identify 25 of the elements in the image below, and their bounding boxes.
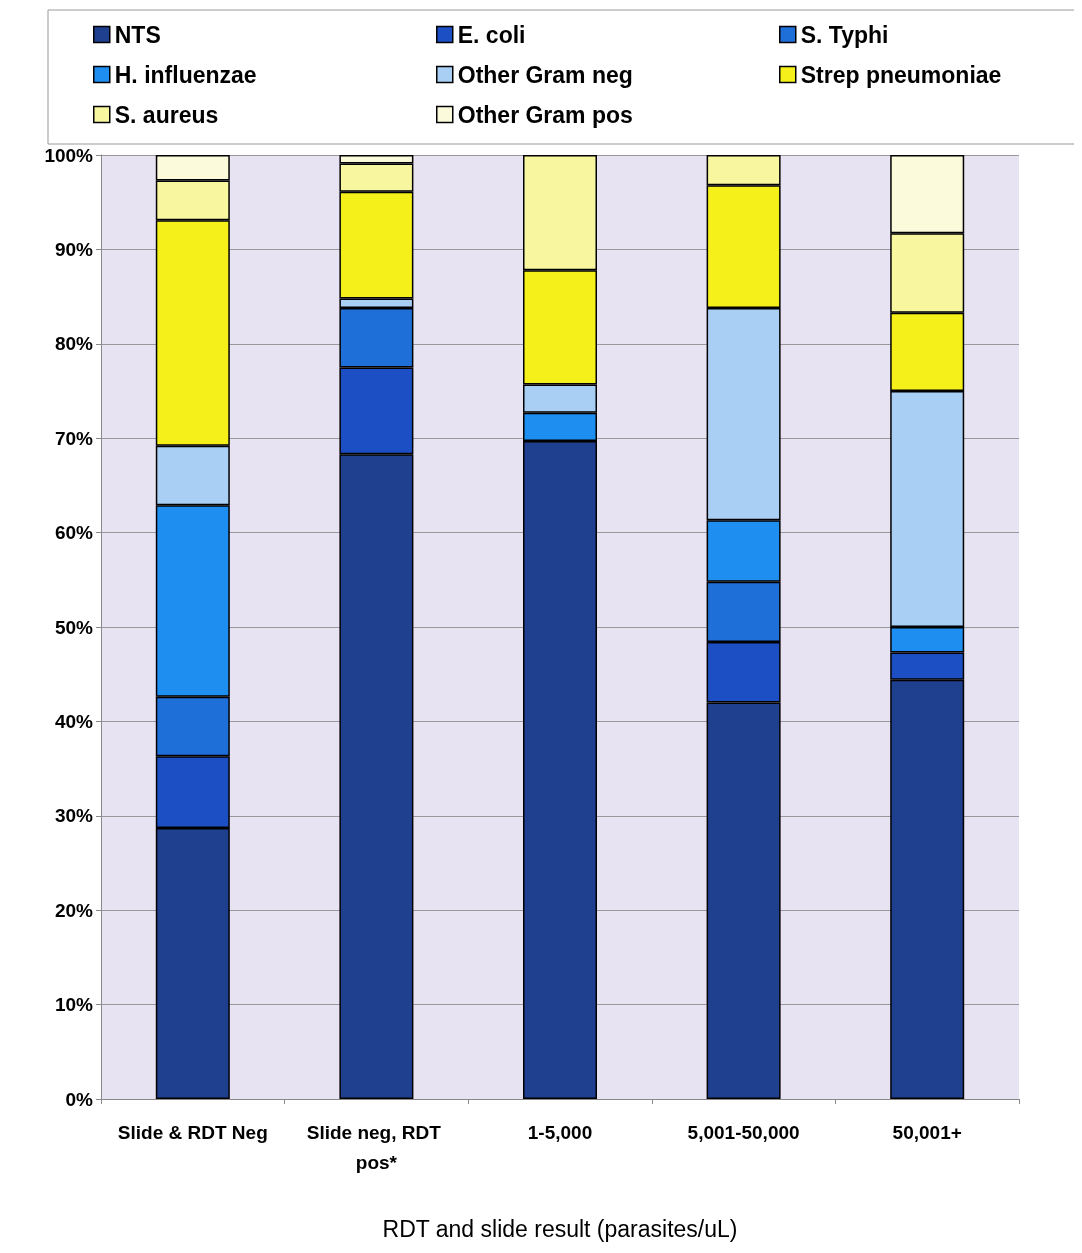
y-tick-label: 0% (65, 1088, 94, 1110)
legend-label: H. influenzae (114, 61, 257, 88)
x-tick-label: Slide neg, RDT pos* (306, 1121, 447, 1173)
y-tick-label: 40% (54, 710, 94, 732)
legend-label: Other Gram pos (457, 101, 633, 128)
x-tick-label: Slide & RDT Neg (117, 1121, 268, 1143)
x-axis-title: RDT and slide result (parasites/uL) (382, 1215, 738, 1242)
legend-label: Other Gram neg (457, 61, 633, 88)
legend-label: E. coli (457, 21, 526, 48)
y-tick-label: 90% (54, 238, 94, 260)
x-tick-label: 50,001+ (892, 1121, 962, 1143)
y-tick-label: 20% (54, 899, 94, 921)
x-tick-label: 5,001-50,000 (687, 1121, 800, 1143)
legend-label: Strep pneumoniae (800, 61, 1002, 88)
legend-label: S. Typhi (800, 21, 889, 48)
y-tick-label: 30% (54, 805, 94, 827)
y-tick-label: 70% (54, 427, 94, 449)
y-tick-label: 50% (54, 616, 94, 638)
legend-label: NTS (114, 21, 161, 48)
y-tick-label: 10% (54, 994, 94, 1016)
y-tick-label: 100% (44, 144, 94, 166)
y-tick-label: 60% (54, 522, 94, 544)
x-tick-label: 1-5,000 (527, 1121, 593, 1143)
y-tick-label: 80% (54, 333, 94, 355)
legend-label: S. aureus (114, 101, 219, 128)
